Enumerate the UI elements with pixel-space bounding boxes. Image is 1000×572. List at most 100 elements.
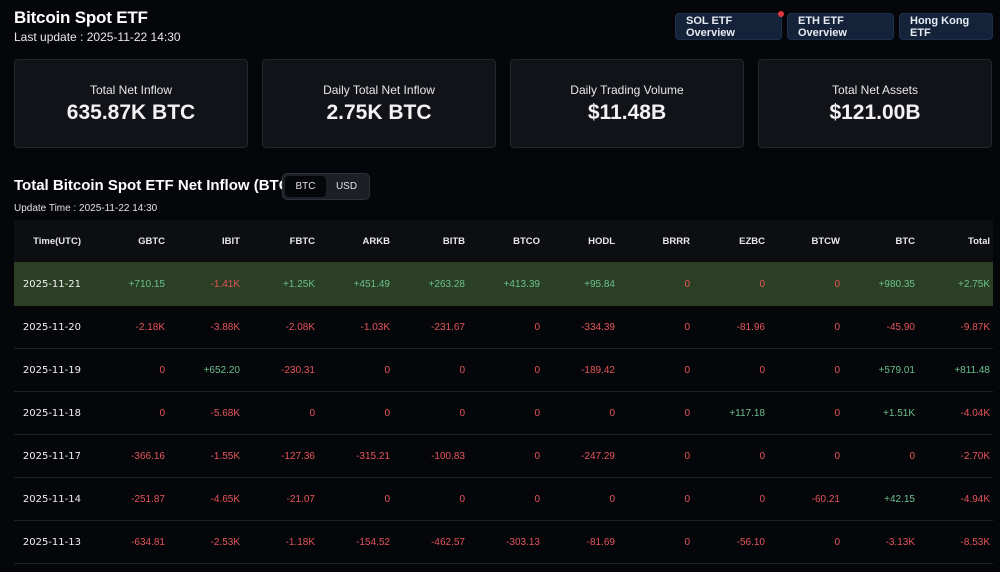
stat-label: Total Net Assets [831,82,919,97]
value-cell: 0 [684,450,690,462]
value-cell: -154.52 [356,536,390,548]
date-cell: 2025-11-21 [22,278,81,290]
value-cell: 0 [459,493,465,505]
stat-card-total-net-inflow: Total Net Inflow 635.87K BTC [14,59,248,148]
sol-etf-overview-label: SOL ETF Overview [686,14,735,39]
value-cell: -9.87K [960,321,990,333]
value-cell: -334.39 [581,321,615,333]
value-cell: +117.18 [729,407,765,419]
eth-etf-overview-button[interactable]: ETH ETF Overview [787,13,894,40]
value-cell: -230.31 [281,364,315,376]
value-cell: -462.57 [431,536,465,548]
notification-dot-icon [778,11,784,17]
column-header-gbtc: GBTC [138,235,165,247]
unit-btc-option[interactable]: BTC [285,176,326,197]
value-cell: 0 [534,364,540,376]
table-row[interactable]: 2025-11-13 -634.81 -2.53K -1.18K -154.52 -462… [14,521,993,564]
sol-etf-overview-button[interactable]: SOL ETF Overview [675,11,784,40]
value-cell: -81.96 [736,321,765,333]
net-inflow-table: Time(UTC) GBTC IBIT FBTC ARKB BITB BTCO HODL BRR… [14,220,993,564]
value-cell: 0 [534,321,540,333]
value-cell: 0 [459,364,465,376]
value-cell: 0 [834,536,840,548]
stats-cards: Total Net Inflow 635.87K BTC Daily Total… [14,59,992,148]
value-cell: -2.18K [135,321,165,333]
value-cell: +2.75K [958,278,990,290]
value-cell: -60.21 [811,493,840,505]
stat-value: $121.00B [829,100,921,124]
value-cell: 0 [834,450,840,462]
value-cell: -231.67 [431,321,465,333]
value-cell: +1.25K [283,278,315,290]
value-cell: +413.39 [503,278,540,290]
value-cell: 0 [309,407,315,419]
value-cell: -315.21 [356,450,390,462]
stat-card-total-net-assets: Total Net Assets $121.00B [758,59,992,148]
stat-value: $11.48B [587,100,667,124]
value-cell: 0 [534,450,540,462]
column-header-arkb: ARKB [362,235,390,247]
value-cell: 0 [834,321,840,333]
value-cell: -4.94K [960,493,990,505]
value-cell: 0 [534,493,540,505]
value-cell: -251.87 [131,493,165,505]
value-cell: +652.20 [203,364,240,376]
value-cell: -21.07 [286,493,315,505]
table-row[interactable]: 2025-11-20 -2.18K -3.88K -2.08K -1.03K -231.6… [14,306,993,349]
value-cell: 0 [159,364,165,376]
value-cell: -3.13K [885,536,915,548]
table-body: 2025-11-21 +710.15 -1.41K +1.25K +451.49 +263… [14,262,993,564]
column-header-fbtc: FBTC [289,235,315,247]
table-row[interactable]: 2025-11-21 +710.15 -1.41K +1.25K +451.49 +263… [14,262,993,306]
unit-usd-option[interactable]: USD [335,181,358,192]
column-header-btcw: BTCW [811,235,841,247]
table-row[interactable]: 2025-11-19 0 +652.20 -230.31 0 0 0 -189.42 0 0 0 +5… [14,349,993,392]
value-cell: +579.01 [878,364,915,376]
value-cell: -5.68K [210,407,240,419]
value-cell: 0 [684,407,690,419]
value-cell: 0 [684,493,690,505]
value-cell: +42.15 [884,493,915,505]
table-row[interactable]: 2025-11-17 -366.16 -1.55K -127.36 -315.21 -10… [14,435,993,478]
value-cell: 0 [609,407,615,419]
stat-value: 2.75K BTC [326,100,432,124]
value-cell: -56.10 [736,536,765,548]
last-update: Last update : 2025-11-22 14:30 [14,30,181,44]
value-cell: +95.84 [584,278,615,290]
column-header-bitb: BITB [442,235,465,247]
etf-nav: SOL ETF Overview ETH ETF Overview Hong K… [675,11,993,40]
value-cell: 0 [384,493,390,505]
date-cell: 2025-11-13 [22,536,81,548]
value-cell: 0 [684,536,690,548]
hong-kong-etf-button[interactable]: Hong Kong ETF [899,13,993,40]
value-cell: +451.49 [353,278,390,290]
date-cell: 2025-11-18 [22,407,81,419]
date-cell: 2025-11-19 [22,364,81,376]
value-cell: +811.48 [954,364,990,376]
value-cell: 0 [834,278,840,290]
table-row[interactable]: 2025-11-18 0 -5.68K 0 0 0 0 0 0 +117.18 0 +1.51K -4.… [14,392,993,435]
column-header-hodl: HODL [588,235,615,247]
value-cell: -100.83 [431,450,465,462]
value-cell: 0 [759,364,765,376]
date-cell: 2025-11-17 [22,450,81,462]
value-cell: +980.35 [878,278,915,290]
column-header-ezbc: EZBC [739,235,765,247]
value-cell: -2.08K [285,321,315,333]
hong-kong-etf-label: Hong Kong ETF [910,14,970,39]
column-header-time-utc: Time(UTC) [33,235,81,247]
value-cell: 0 [834,364,840,376]
unit-toggle: BTC USD [282,173,370,200]
stat-card-daily-total-net-inflow: Daily Total Net Inflow 2.75K BTC [262,59,496,148]
value-cell: 0 [684,321,690,333]
value-cell: +1.51K [883,407,915,419]
column-header-btco: BTCO [513,235,540,247]
table-row[interactable]: 2025-11-14 -251.87 -4.65K -21.07 0 0 0 0 0 0 -60.2… [14,478,993,521]
value-cell: +710.15 [128,278,165,290]
value-cell: 0 [159,407,165,419]
value-cell: 0 [759,278,765,290]
stat-value: 635.87K BTC [66,100,196,124]
value-cell: -8.53K [960,536,990,548]
value-cell: 0 [834,407,840,419]
value-cell: 0 [459,407,465,419]
